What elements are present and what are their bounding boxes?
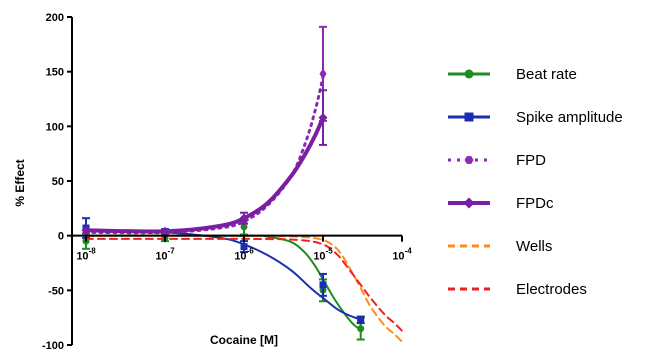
- legend-item: FPD: [448, 152, 546, 169]
- y-tick-label: -100: [42, 340, 64, 350]
- legend-label: FPD: [516, 152, 546, 169]
- legend-label: Spike amplitude: [516, 109, 623, 126]
- legend-item: Electrodes: [448, 281, 587, 298]
- y-tick-label: -50: [48, 285, 64, 297]
- y-tick-label: 100: [46, 121, 64, 133]
- legend-marker: [465, 70, 474, 79]
- y-tick-label: 50: [52, 176, 64, 188]
- x-tick-label: 10-4: [392, 247, 412, 263]
- legend-label: Wells: [516, 238, 552, 255]
- series-fpd: [83, 27, 328, 236]
- y-axis-title: % Effect: [13, 159, 27, 206]
- data-point: [357, 325, 364, 332]
- y-tick-label: 150: [46, 67, 64, 79]
- x-axis-title: Cocaine [M]: [210, 333, 278, 347]
- series-fit-line: [86, 118, 323, 232]
- legend-label: FPDc: [516, 195, 554, 212]
- series-fit-line: [86, 77, 323, 233]
- legend-item: Beat rate: [448, 66, 577, 83]
- series-spike-amplitude: [82, 218, 365, 323]
- y-tick-label: 200: [46, 12, 64, 24]
- legend-marker: [464, 198, 475, 209]
- legend-marker: [465, 113, 474, 122]
- legend: Beat rate Spike amplitude FPD FPDc Wells Elec…: [448, 66, 623, 298]
- plot-area: [82, 27, 403, 342]
- x-tick-label: 10-5: [313, 247, 333, 263]
- data-point: [357, 316, 364, 323]
- legend-label: Electrodes: [516, 281, 587, 298]
- legend-marker: [465, 156, 474, 164]
- legend-item: Spike amplitude: [448, 109, 623, 126]
- series-fpdc: [82, 90, 328, 236]
- y-tick-label: 0: [58, 231, 64, 243]
- y-axis: 200 150 100 50 0 -50 -100: [42, 12, 72, 350]
- legend-item: Wells: [448, 238, 552, 255]
- data-point: [320, 71, 327, 77]
- data-point: [320, 281, 327, 288]
- x-tick-label: 10-7: [155, 247, 175, 263]
- legend-label: Beat rate: [516, 66, 577, 83]
- legend-item: FPDc: [448, 195, 554, 212]
